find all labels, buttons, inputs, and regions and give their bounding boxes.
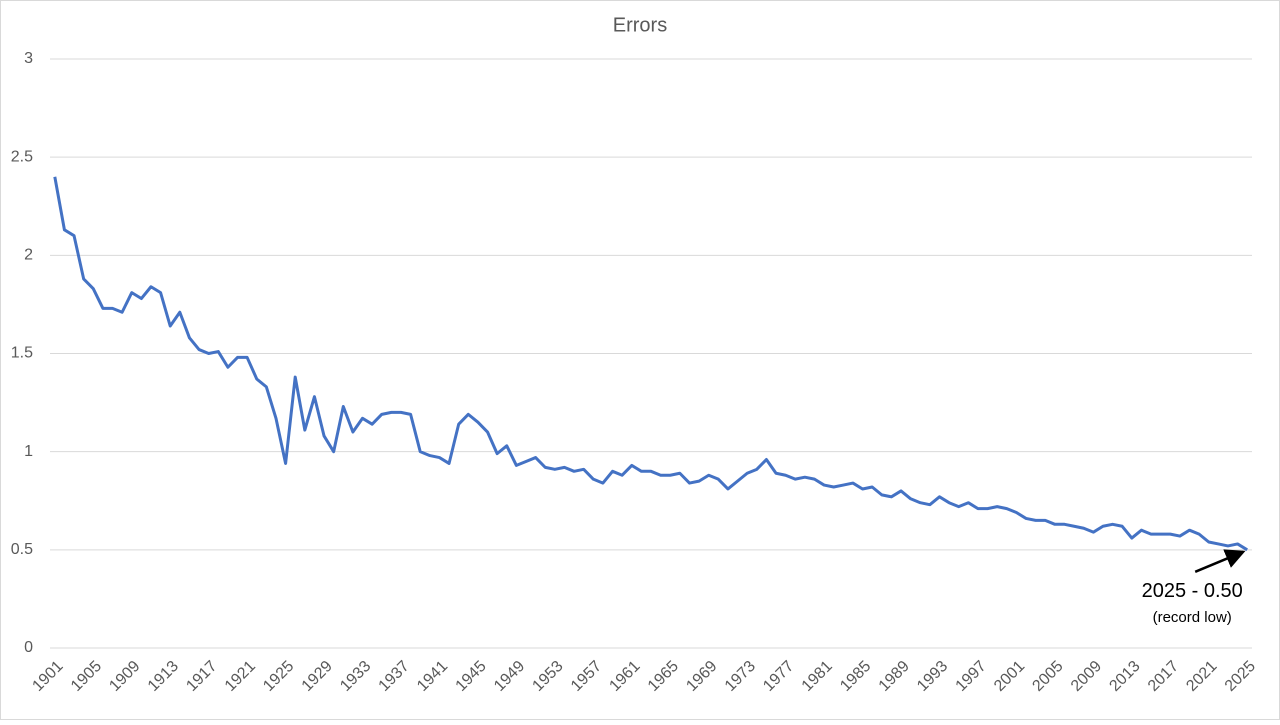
y-tick-label: 0 [24, 639, 33, 656]
line [53, 176, 1248, 552]
y-tick-label: 2 [24, 247, 33, 264]
y-tick-label: 1.5 [11, 345, 33, 362]
y-tick-label: 0.5 [11, 541, 33, 558]
annotation-note: (record low) [1153, 609, 1232, 626]
y-tick-label: 2.5 [11, 148, 33, 165]
y-tick-label: 3 [24, 50, 33, 67]
chart-title: Errors [613, 14, 667, 36]
y-tick-label: 1 [24, 443, 33, 460]
annotation-arrow [1194, 549, 1246, 573]
annotation-text: 2025 - 0.50 [1142, 580, 1243, 602]
